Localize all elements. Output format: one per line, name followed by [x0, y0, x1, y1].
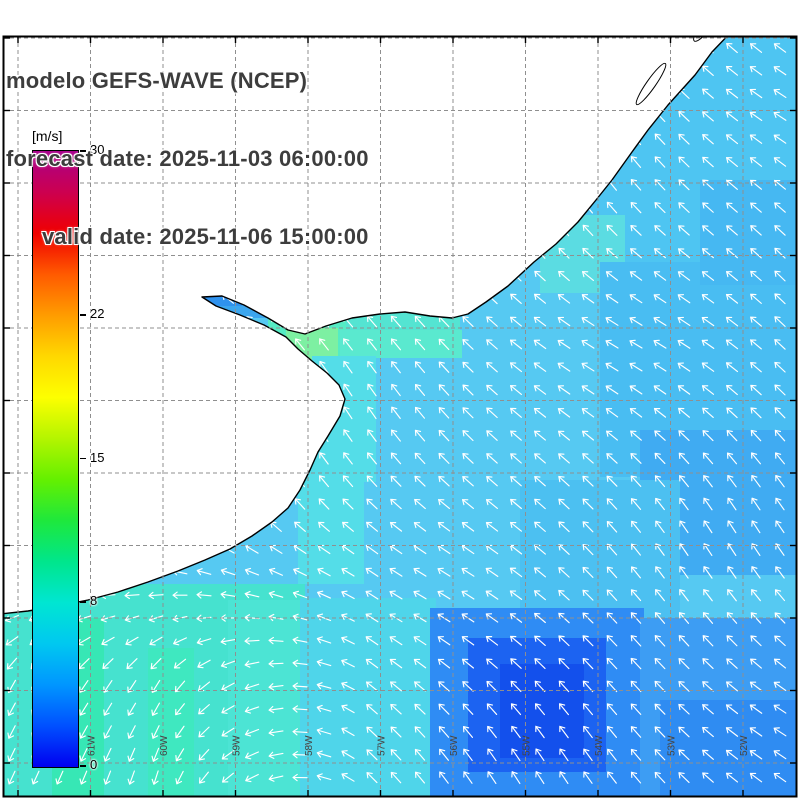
coastal-lagoon — [635, 62, 667, 106]
longitude-label: 59W — [232, 735, 243, 756]
map-frame — [2, 35, 798, 798]
longitude-label: 55W — [522, 735, 533, 756]
colorbar-tick-mark — [80, 314, 86, 316]
colorbar-unit-label: [m/s] — [32, 128, 63, 144]
colorbar-tick-mark — [80, 601, 86, 603]
model-title: modelo GEFS-WAVE (NCEP) — [6, 68, 308, 93]
map-header: modelo GEFS-WAVE (NCEP) forecast date: 2… — [6, 16, 369, 302]
colorbar-tick-label: 22 — [90, 306, 105, 321]
graticule — [3, 36, 797, 797]
coastline-landmass — [3, 36, 729, 615]
longitude-label: 53W — [667, 735, 678, 756]
longitude-label: 52W — [739, 735, 750, 756]
longitude-label: 57W — [377, 735, 388, 756]
colorbar-tick-label: 8 — [90, 593, 98, 608]
colorbar: [m/s] 30 22 15 8 0 — [30, 128, 150, 788]
colorbar-gradient — [32, 150, 79, 768]
longitude-labels: 61W 60W 59W 58W 57W 56W 55W 54W 53W 52W — [87, 735, 751, 756]
longitude-label: 58W — [304, 735, 315, 756]
colorbar-tick-label: 30 — [90, 142, 105, 157]
colorbar-tick-mark — [80, 457, 86, 459]
colorbar-tick-mark — [80, 150, 86, 152]
colorbar-tick-label: 15 — [90, 449, 105, 465]
longitude-label: 56W — [449, 735, 460, 756]
frame-ticks — [3, 36, 797, 797]
colorbar-tick-mark — [80, 765, 86, 767]
forecast-date-label: forecast date: 2025-11-03 06:00:00 — [6, 146, 369, 171]
colorbar-tick-label: 0 — [90, 757, 98, 772]
longitude-label: 61W — [87, 735, 98, 756]
valid-date-label: valid date: 2025-11-06 15:00:00 — [42, 224, 369, 249]
longitude-label: 60W — [159, 735, 170, 756]
coastal-lagoon — [693, 36, 719, 42]
longitude-label: 54W — [594, 735, 605, 756]
